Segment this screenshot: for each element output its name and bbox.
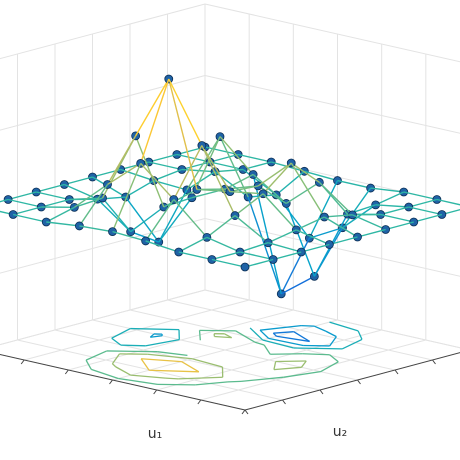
chart: u₁ u₂ — [0, 0, 460, 460]
contour-line — [228, 381, 241, 382]
contour-line — [107, 351, 158, 352]
y-axis-label: u₂ — [333, 424, 348, 440]
background — [0, 0, 460, 460]
contour-line — [301, 326, 314, 327]
contour-line — [294, 348, 343, 349]
x-axis-label: u₁ — [148, 426, 163, 442]
contour-line — [270, 354, 303, 355]
contour-line — [165, 378, 178, 379]
contour-line — [121, 345, 146, 346]
contour-line — [200, 330, 201, 340]
sample-point — [241, 263, 249, 271]
contour-line — [157, 384, 195, 385]
